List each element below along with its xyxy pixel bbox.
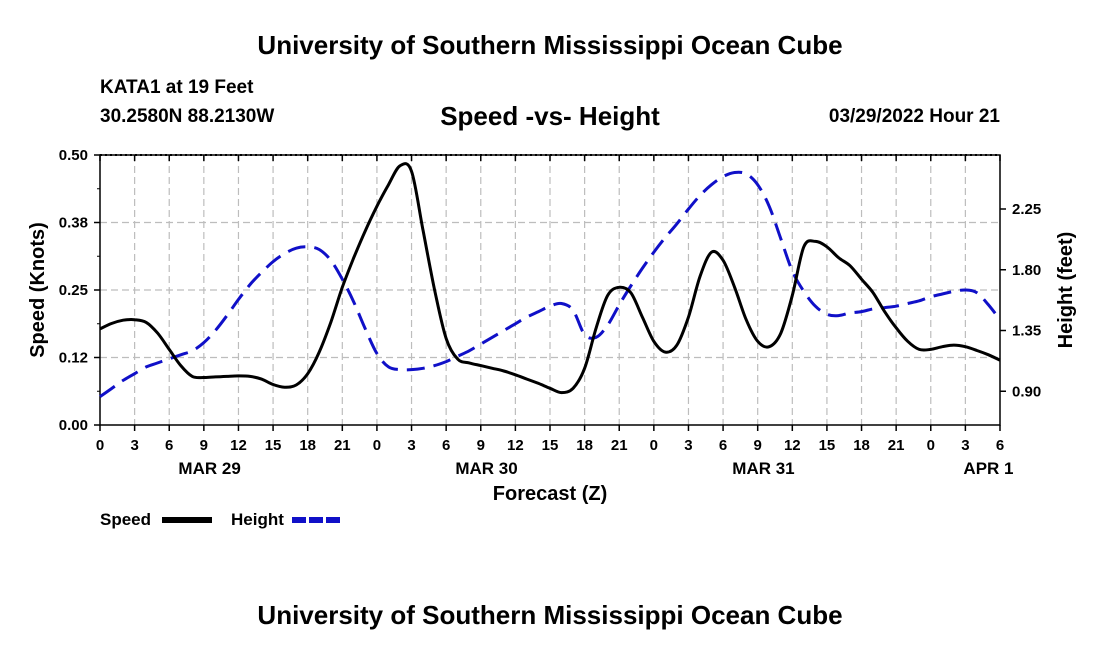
x-tick-label: 0: [373, 437, 381, 454]
x-tick-label: 9: [477, 437, 485, 454]
x-tick-label: 6: [719, 437, 727, 454]
x-tick-labels: 0 3 6 9 12 15 18 21 0 3 6 9 12 15 18 21 0 3 6 9 12 15 18 21 0 3 6: [96, 437, 1004, 454]
y-axis-label-left: Speed (Knots): [27, 222, 49, 358]
x-tick-label: 18: [576, 437, 593, 454]
x-tick-label: 6: [165, 437, 173, 454]
x-tick-label: 21: [888, 437, 905, 454]
footer-title: University of Southern Mississippi Ocean…: [257, 600, 843, 630]
x-tick-label: 12: [507, 437, 524, 454]
x-tick-label: 3: [684, 437, 692, 454]
date-labels: MAR 29 MAR 30 MAR 31 APR 1: [178, 459, 1013, 478]
x-tick-label: 0: [650, 437, 658, 454]
right-y-tick-label: 1.80: [1012, 262, 1041, 279]
date-label: MAR 29: [178, 459, 240, 478]
grid-lines: [100, 155, 1000, 425]
x-tick-label: 3: [130, 437, 138, 454]
x-tick-label: 21: [611, 437, 628, 454]
legend-height-label: Height: [231, 510, 284, 529]
x-tick-label: 6: [442, 437, 450, 454]
legend-speed-label: Speed: [100, 510, 151, 529]
x-tick-label: 9: [200, 437, 208, 454]
height-series-line: [99, 170, 1002, 398]
left-y-tick-label: 0.25: [59, 282, 88, 299]
x-tick-label: 15: [542, 437, 559, 454]
main-title: University of Southern Mississippi Ocean…: [257, 30, 843, 60]
left-tick-labels: 0.00 0.12 0.25 0.38 0.50: [59, 147, 88, 434]
left-y-tick-label: 0.00: [59, 417, 88, 434]
chart-subtitle: Speed -vs- Height: [440, 101, 660, 131]
x-tick-label: 15: [819, 437, 836, 454]
forecast-datetime: 03/29/2022 Hour 21: [828, 106, 1000, 127]
x-tick-label: 3: [407, 437, 415, 454]
legend: Speed Height: [100, 510, 342, 529]
speed-series-line: [99, 162, 1001, 395]
axis-ticks: [94, 154, 1006, 431]
date-label: MAR 30: [455, 459, 517, 478]
x-tick-label: 18: [299, 437, 316, 454]
x-tick-label: 0: [96, 437, 104, 454]
speed-height-chart: 0.00 0.12 0.25 0.38 0.50 0.90 1.35 1.80 2.25 0 3…: [27, 147, 1077, 529]
station-label: KATA1 at 19 Feet: [100, 77, 254, 98]
x-tick-label: 6: [996, 437, 1004, 454]
right-y-tick-label: 1.35: [1012, 323, 1041, 340]
right-tick-labels: 0.90 1.35 1.80 2.25: [1012, 201, 1041, 400]
x-tick-label: 9: [754, 437, 762, 454]
x-tick-label: 12: [784, 437, 801, 454]
x-tick-label: 12: [230, 437, 247, 454]
x-tick-label: 21: [334, 437, 351, 454]
left-y-tick-label: 0.12: [59, 350, 88, 367]
left-y-tick-label: 0.38: [59, 215, 88, 232]
coordinates-label: 30.2580N 88.2130W: [100, 106, 275, 127]
x-tick-label: 15: [265, 437, 282, 454]
y-axis-label-right: Height (feet): [1055, 232, 1077, 349]
x-tick-label: 18: [853, 437, 870, 454]
x-tick-label: 3: [961, 437, 969, 454]
x-tick-label: 0: [927, 437, 935, 454]
right-y-tick-label: 0.90: [1012, 383, 1041, 400]
left-y-tick-label: 0.50: [59, 147, 88, 164]
right-y-tick-label: 2.25: [1012, 201, 1041, 218]
date-label: MAR 31: [732, 459, 794, 478]
date-label: APR 1: [963, 459, 1013, 478]
x-axis-label: Forecast (Z): [493, 483, 607, 505]
